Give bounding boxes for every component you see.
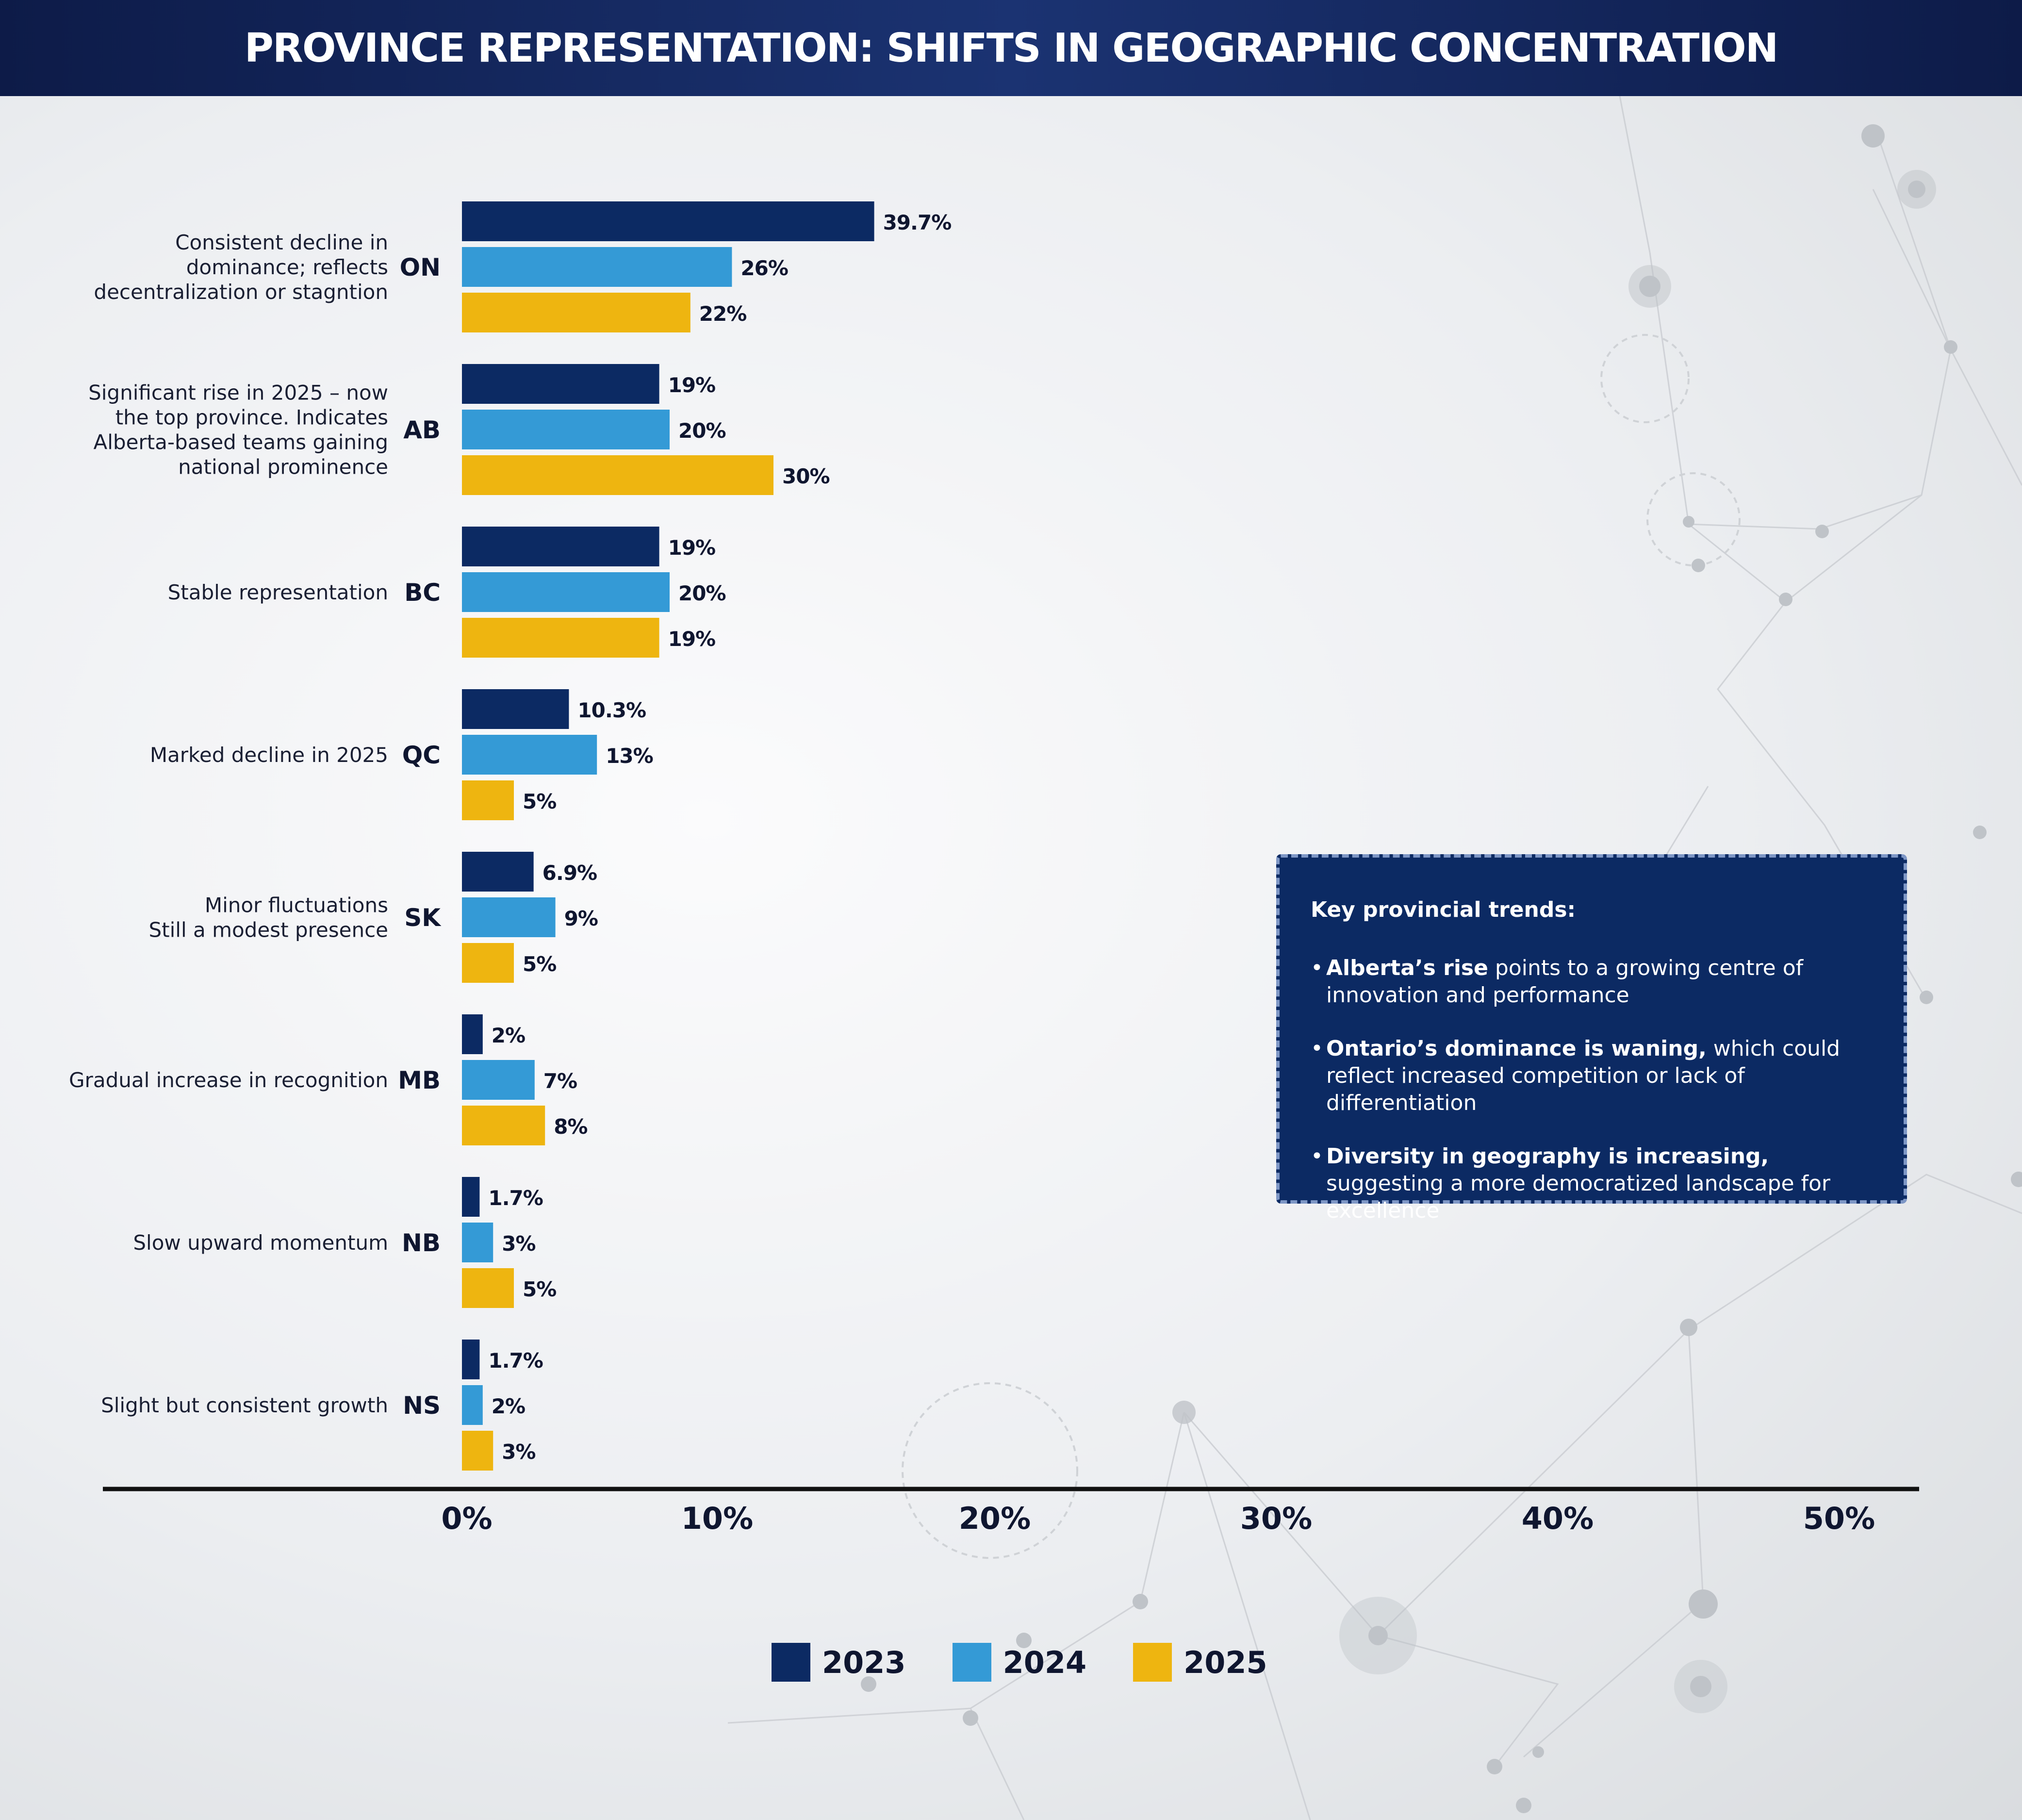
- data-label-on-2025: 22%: [699, 302, 747, 326]
- bar-mb-2025: [462, 1106, 545, 1145]
- data-label-mb-2024: 7%: [543, 1069, 577, 1093]
- data-label-sk-2025: 5%: [523, 952, 556, 976]
- annotation-mb: Gradual increase in recognition: [69, 1068, 388, 1092]
- bar-ab-2025: [462, 455, 773, 495]
- x-tick-label: 0%: [441, 1501, 492, 1536]
- data-label-sk-2023: 6.9%: [542, 861, 597, 885]
- data-label-nb-2024: 3%: [502, 1232, 535, 1256]
- category-label-mb: MB: [398, 1066, 441, 1094]
- bar-nb-2023: [462, 1177, 480, 1217]
- title-banner: PROVINCE REPRESENTATION: SHIFTS IN GEOGR…: [0, 0, 2022, 96]
- data-label-on-2024: 26%: [740, 256, 788, 280]
- chart-title: PROVINCE REPRESENTATION: SHIFTS IN GEOGR…: [244, 25, 1779, 71]
- x-tick-label: 10%: [681, 1501, 753, 1536]
- legend-swatch-2023: [772, 1643, 810, 1682]
- bullet-icon: •: [1311, 1036, 1323, 1061]
- legend-item-2023: 2023: [772, 1643, 906, 1682]
- category-label-qc: QC: [402, 741, 441, 769]
- annotation-on: Consistent decline in dominance; reflects…: [94, 231, 388, 304]
- bar-sk-2024: [462, 897, 556, 937]
- bullet-icon: •: [1311, 956, 1323, 980]
- bar-bc-2025: [462, 618, 659, 658]
- bar-sk-2023: [462, 852, 534, 892]
- data-label-qc-2025: 5%: [523, 790, 556, 813]
- key-trends-callout: Key provincial trends: • Alberta’s rise …: [1276, 854, 1907, 1223]
- data-label-qc-2023: 10.3%: [577, 698, 646, 722]
- bar-mb-2023: [462, 1014, 483, 1054]
- x-tick-label: 20%: [959, 1501, 1031, 1536]
- bar-qc-2024: [462, 735, 597, 775]
- legend-label-2023: 2023: [822, 1644, 906, 1680]
- legend-item-2024: 2024: [952, 1643, 1087, 1682]
- bar-ns-2025: [462, 1431, 493, 1471]
- x-tick-label: 30%: [1240, 1501, 1312, 1536]
- data-label-bc-2025: 19%: [668, 627, 716, 651]
- bar-bc-2024: [462, 572, 670, 612]
- callout-item-text: which could reflect increased competitio…: [1326, 1036, 1841, 1115]
- bar-bc-2023: [462, 527, 659, 566]
- legend-label-2024: 2024: [1003, 1644, 1087, 1680]
- annotation-qc: Marked decline in 2025: [150, 743, 388, 767]
- data-label-on-2023: 39.7%: [883, 211, 952, 234]
- bar-on-2025: [462, 293, 690, 332]
- bar-ns-2024: [462, 1385, 483, 1425]
- data-label-mb-2023: 2%: [492, 1024, 525, 1047]
- bar-sk-2025: [462, 943, 514, 983]
- chart-legend: 2023 2024 2025: [772, 1643, 1314, 1682]
- data-label-ns-2025: 3%: [502, 1440, 535, 1464]
- data-label-mb-2025: 8%: [554, 1115, 587, 1139]
- callout-item-bold: Alberta’s rise: [1326, 956, 1488, 980]
- bar-on-2023: [462, 201, 874, 241]
- bar-nb-2025: [462, 1268, 514, 1308]
- bar-qc-2025: [462, 780, 514, 820]
- annotation-sk: Minor fluctuations Still a modest presenc…: [149, 893, 389, 942]
- callout-item-bold: Diversity in geography is increasing,: [1326, 1144, 1769, 1169]
- legend-item-2025: 2025: [1133, 1643, 1267, 1682]
- legend-swatch-2025: [1133, 1643, 1172, 1682]
- bar-on-2024: [462, 247, 732, 287]
- category-label-bc: BC: [404, 579, 441, 607]
- category-label-ns: NS: [403, 1391, 441, 1420]
- data-label-ab-2023: 19%: [668, 373, 716, 397]
- callout-item-text: points to a growing centre of innovation…: [1326, 956, 1804, 1008]
- bar-qc-2023: [462, 689, 569, 729]
- category-label-sk: SK: [404, 904, 442, 932]
- data-label-qc-2024: 13%: [606, 744, 653, 768]
- x-tick-label: 50%: [1803, 1501, 1875, 1536]
- data-label-nb-2025: 5%: [523, 1277, 556, 1301]
- bar-ab-2024: [462, 410, 670, 449]
- data-label-nb-2023: 1.7%: [488, 1186, 542, 1210]
- x-tick-label: 40%: [1522, 1501, 1594, 1536]
- callout-item-bold: Ontario’s dominance is waning,: [1326, 1036, 1707, 1061]
- data-label-ab-2025: 30%: [782, 464, 830, 488]
- callout-item-diversity: • Diversity in geography is increasing, …: [1311, 1143, 1874, 1224]
- bar-ab-2023: [462, 364, 659, 404]
- data-label-ns-2023: 1.7%: [488, 1349, 542, 1373]
- bar-ns-2023: [462, 1340, 480, 1379]
- bar-mb-2024: [462, 1060, 535, 1100]
- category-label-ab: AB: [403, 416, 441, 444]
- data-label-bc-2024: 20%: [678, 581, 726, 605]
- annotation-bc: Stable representation: [168, 580, 388, 604]
- bullet-icon: •: [1311, 1144, 1323, 1169]
- data-label-ab-2024: 20%: [678, 419, 726, 443]
- data-label-sk-2024: 9%: [564, 907, 598, 930]
- callout-item-ontario: • Ontario’s dominance is waning, which c…: [1311, 1035, 1874, 1117]
- callout-item-text: suggesting a more democratized landscape…: [1326, 1171, 1831, 1223]
- data-label-ns-2024: 2%: [492, 1394, 525, 1418]
- legend-label-2025: 2025: [1184, 1644, 1267, 1680]
- category-label-nb: NB: [402, 1229, 441, 1257]
- callout-item-alberta: • Alberta’s rise points to a growing cen…: [1311, 955, 1874, 1009]
- callout-title: Key provincial trends:: [1311, 897, 1576, 922]
- annotation-ns: Slight but consistent growth: [101, 1393, 388, 1417]
- annotation-nb: Slow upward momentum: [133, 1231, 388, 1255]
- data-label-bc-2023: 19%: [668, 536, 716, 560]
- category-label-on: ON: [400, 253, 441, 281]
- bar-nb-2024: [462, 1223, 493, 1262]
- annotation-ab: Significant rise in 2025 – now the top pr…: [88, 381, 388, 479]
- legend-swatch-2024: [952, 1643, 991, 1682]
